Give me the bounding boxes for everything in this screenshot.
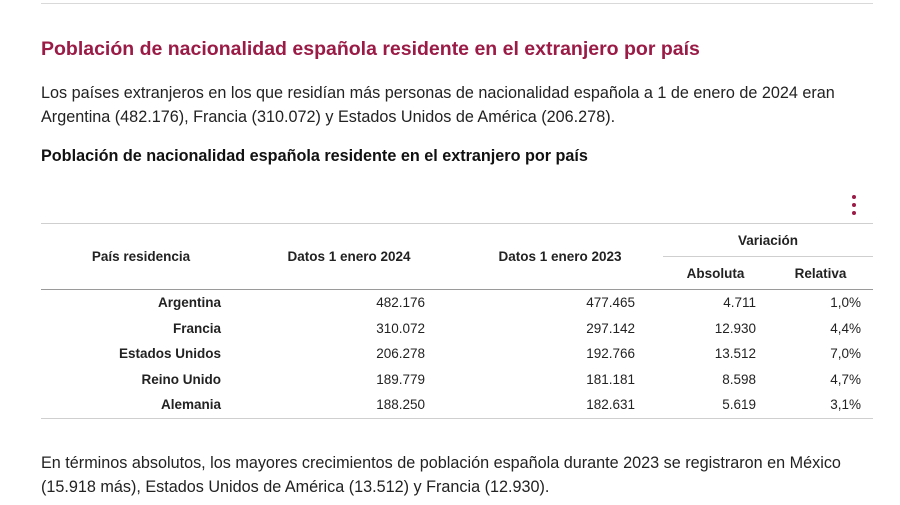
cell-relative: 3,1% [768, 392, 873, 419]
cell-relative: 4,4% [830, 320, 861, 336]
header-country: País residencia [41, 223, 241, 290]
header-2023: Datos 1 enero 2023 [457, 223, 663, 290]
cell-2024: 310.072 [376, 320, 425, 336]
cell-country: Reino Unido [141, 371, 222, 387]
vertical-ellipsis-icon-dot [852, 211, 856, 215]
cell-2024: 188.250 [241, 392, 457, 419]
cell-absolute: 4.711 [723, 295, 756, 311]
cell-absolute: 12.930 [714, 320, 756, 336]
cell-absolute: 13.512 [714, 346, 756, 362]
population-table: País residencia Datos 1 enero 2024 Datos… [41, 223, 873, 419]
cell-country: Francia [172, 320, 221, 336]
header-absolute: Absoluta [663, 256, 768, 290]
table-row: Estados Unidos 206.278 192.766 13.512 7,… [41, 341, 873, 367]
table-row: Francia 310.072 297.142 12.930 4,4% [41, 316, 873, 342]
cell-2024: 482.176 [376, 295, 425, 311]
header-2024: Datos 1 enero 2024 [241, 223, 457, 290]
cell-2023: 477.465 [586, 295, 635, 311]
table-row: Argentina 482.176 477.465 4.711 1,0% [41, 290, 873, 316]
cell-country: Alemania [41, 392, 241, 419]
intro-paragraph: Los países extranjeros en los que residí… [41, 84, 835, 126]
vertical-ellipsis-icon-dot [852, 203, 856, 207]
cell-2023: 182.631 [457, 392, 663, 419]
vertical-ellipsis-icon [852, 195, 856, 199]
header-relative: Relativa [768, 256, 873, 290]
cell-2023: 192.766 [586, 346, 635, 362]
section-heading: Población de nacionalidad española resid… [41, 38, 700, 60]
cell-relative: 1,0% [830, 295, 861, 311]
cell-2024: 206.278 [376, 346, 425, 362]
table-row: Reino Unido 189.779 181.181 8.598 4,7% [41, 367, 873, 393]
cell-2024: 189.779 [376, 371, 425, 387]
table-options-button[interactable] [847, 194, 861, 216]
cell-country: Argentina [157, 295, 221, 311]
cell-country: Estados Unidos [118, 346, 221, 362]
cell-absolute: 5.619 [663, 392, 768, 419]
cell-relative: 7,0% [830, 346, 861, 362]
outro-paragraph: En términos absolutos, los mayores creci… [41, 454, 841, 496]
top-divider [41, 3, 873, 4]
table-row: Alemania 188.250 182.631 5.619 3,1% [41, 392, 873, 419]
cell-2023: 297.142 [586, 320, 635, 336]
cell-relative: 4,7% [830, 371, 861, 387]
cell-absolute: 8.598 [722, 371, 756, 387]
cell-2023: 181.181 [586, 371, 635, 387]
header-variation: Variación [663, 223, 873, 257]
table-title: Población de nacionalidad española resid… [41, 147, 588, 165]
